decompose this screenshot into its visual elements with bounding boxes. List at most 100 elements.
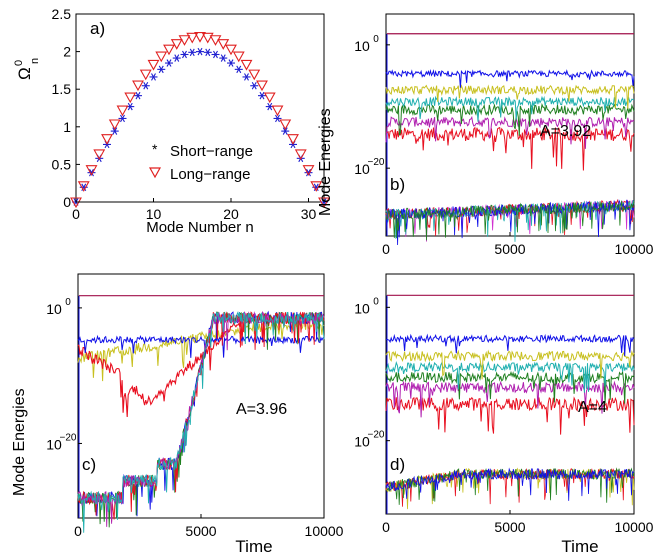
panel-a-ylabel-sub: n <box>29 58 41 64</box>
x-tick-label: 0 <box>74 523 82 539</box>
short-range-point-stroke <box>244 73 249 81</box>
x-tick-label: 10000 <box>305 523 344 539</box>
mode-line-cyan <box>385 95 635 122</box>
short-range-point <box>242 73 251 81</box>
short-range-point-stroke <box>135 91 141 100</box>
long-range-point <box>77 181 90 192</box>
short-range-point-stroke <box>120 114 125 123</box>
x-tick-label: 10000 <box>615 519 654 535</box>
short-range-point-stroke <box>158 65 164 74</box>
short-range-point <box>180 50 189 59</box>
short-range-point-stroke <box>306 168 311 177</box>
short-range-point-stroke <box>166 59 172 67</box>
y-tick-label: 0 <box>63 194 71 210</box>
mode-line-blue <box>385 69 635 88</box>
x-tick-label: 5000 <box>494 519 525 535</box>
long-range-point <box>302 165 315 176</box>
y-tick-label: 10 <box>354 434 370 450</box>
noise-mode-line <box>385 200 635 241</box>
mode-line-blue <box>385 333 635 357</box>
short-range-point <box>219 54 228 62</box>
y-tick-label: 10 <box>354 300 370 316</box>
long-range-point <box>178 35 191 46</box>
long-range-point <box>217 39 230 50</box>
long-range-point <box>132 80 144 92</box>
y-tick-label: 1 <box>63 119 71 135</box>
panel-c-lines <box>77 295 325 533</box>
long-range-point <box>124 92 137 104</box>
short-range-point <box>79 183 88 191</box>
long-range-point <box>147 59 160 71</box>
short-range-point-stroke <box>275 114 280 123</box>
short-range-point <box>312 183 321 191</box>
mode-line-blue <box>77 334 325 358</box>
mode-line-red <box>385 126 635 171</box>
long-range-point <box>139 69 152 81</box>
panel-c-frame <box>77 273 325 519</box>
panel-d-lines <box>385 294 635 514</box>
short-range-point <box>234 65 243 74</box>
panel-d-annotation: A=4 <box>578 399 607 416</box>
short-range-point-stroke <box>189 48 195 57</box>
short-range-point <box>227 59 235 67</box>
x-tick-label: 0 <box>72 206 80 222</box>
short-range-point <box>87 168 96 177</box>
short-range-point <box>211 50 220 59</box>
mode-line-cyan <box>385 360 635 393</box>
long-range-point <box>108 119 121 131</box>
short-range-point-stroke <box>259 91 265 100</box>
short-range-point-stroke <box>81 183 87 191</box>
x-tick-label: 0 <box>382 241 390 257</box>
short-range-point <box>304 168 313 177</box>
long-range-point <box>248 69 261 81</box>
long-range-point <box>287 134 299 145</box>
long-range-point <box>101 134 113 145</box>
long-range-point <box>279 119 292 131</box>
y-tick-label: 2 <box>63 44 71 60</box>
short-range-point <box>250 82 259 90</box>
short-range-point-stroke <box>313 183 319 191</box>
short-range-point <box>273 114 282 123</box>
legend-label-long: Long−range <box>170 166 251 183</box>
long-range-point <box>271 105 284 117</box>
y-tick-label: 10 <box>354 161 370 177</box>
noise-mode-line <box>385 467 635 505</box>
long-range-point <box>201 32 214 44</box>
short-range-point-stroke <box>251 82 257 90</box>
panel-a-ticks: 0 10 20 30 0 0.5 1 1.5 2 2.5 <box>52 6 317 222</box>
panel-c-label: c) <box>82 455 96 474</box>
long-range-point <box>93 149 106 161</box>
panel-a-label: a) <box>90 19 105 38</box>
panel-a-ylabel-sup: 0 <box>13 60 25 66</box>
mode-line-green <box>385 370 635 404</box>
short-range-point <box>196 47 204 56</box>
x-tick-label: 0 <box>382 519 390 535</box>
long-range-point <box>116 105 129 117</box>
panel-d-xlabel: Time <box>561 537 598 554</box>
y-tick-exponent: −20 <box>368 430 385 441</box>
noise-mode-line <box>385 467 635 501</box>
short-range-point <box>172 54 181 62</box>
long-range-point <box>163 44 175 56</box>
short-range-point-stroke <box>220 54 226 62</box>
panel-b-lines <box>385 33 635 246</box>
short-range-point-stroke <box>205 48 211 57</box>
short-range-point-stroke <box>236 65 242 74</box>
short-range-point <box>165 59 173 67</box>
rising-mode-line <box>77 311 325 527</box>
x-tick-label: 10 <box>146 206 162 222</box>
long-range-point <box>170 39 183 50</box>
mode-line-red <box>385 396 635 435</box>
short-range-point-stroke <box>174 54 180 62</box>
y-tick-label: 10 <box>46 301 62 317</box>
short-range-point-stroke <box>127 102 133 111</box>
short-range-point-stroke <box>151 73 156 81</box>
short-range-point <box>188 48 197 57</box>
short-range-point <box>110 127 119 135</box>
